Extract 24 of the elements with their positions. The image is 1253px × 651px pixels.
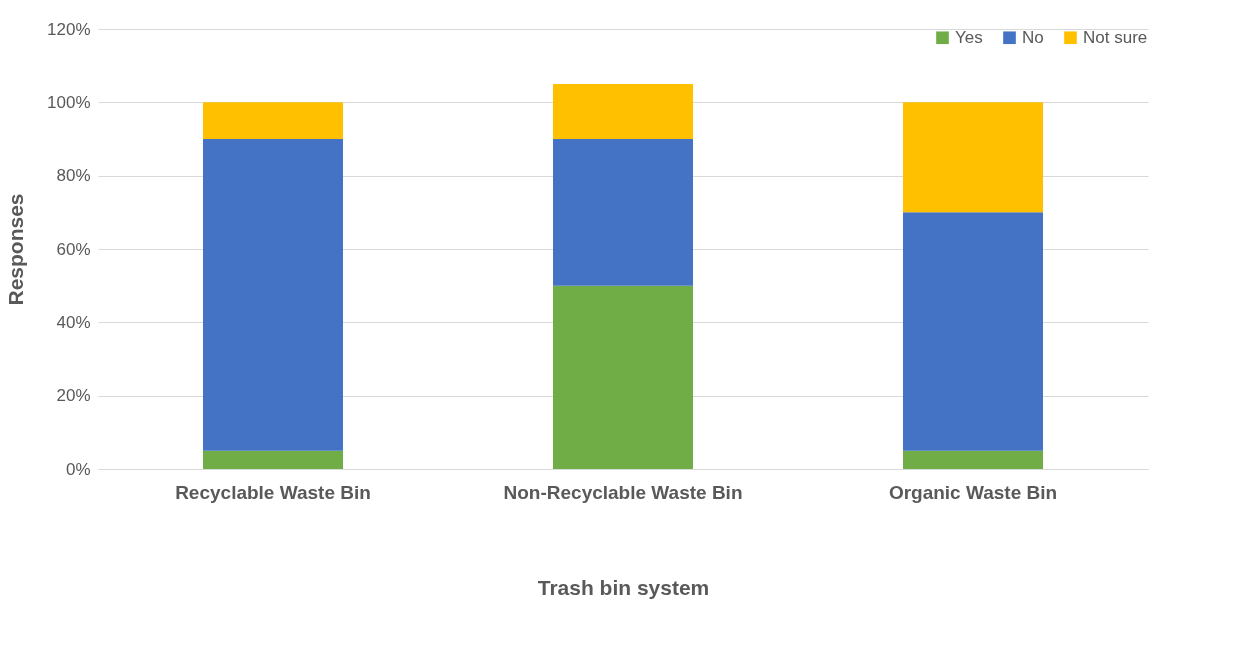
y-axis-title: Responses bbox=[4, 193, 28, 306]
bar bbox=[203, 102, 343, 139]
x-tick-label: Organic Waste Bin bbox=[888, 481, 1058, 503]
legend-label: No bbox=[1022, 27, 1044, 47]
y-tick-label: 80% bbox=[56, 166, 91, 186]
y-tick-label: 40% bbox=[56, 312, 91, 332]
bar bbox=[553, 84, 693, 139]
x-tick-label: Non-Recyclable Waste Bin bbox=[503, 481, 743, 503]
bar bbox=[203, 450, 343, 469]
legend-label: Not sure bbox=[1083, 27, 1148, 47]
bar bbox=[553, 285, 693, 469]
bar bbox=[903, 450, 1043, 469]
bar bbox=[903, 102, 1043, 213]
y-tick-label: 20% bbox=[56, 386, 91, 406]
y-tick-label: 60% bbox=[56, 239, 91, 259]
y-tick-label: 120% bbox=[47, 19, 91, 39]
bar bbox=[203, 139, 343, 451]
x-tick-label: Recyclable Waste Bin bbox=[175, 481, 371, 503]
bar bbox=[903, 212, 1043, 451]
y-tick-label: 0% bbox=[65, 459, 91, 479]
bar bbox=[553, 139, 693, 286]
legend-label: Yes bbox=[955, 27, 983, 47]
x-axis-title: Trash bin system bbox=[537, 575, 710, 599]
y-tick-label: 100% bbox=[47, 92, 91, 112]
